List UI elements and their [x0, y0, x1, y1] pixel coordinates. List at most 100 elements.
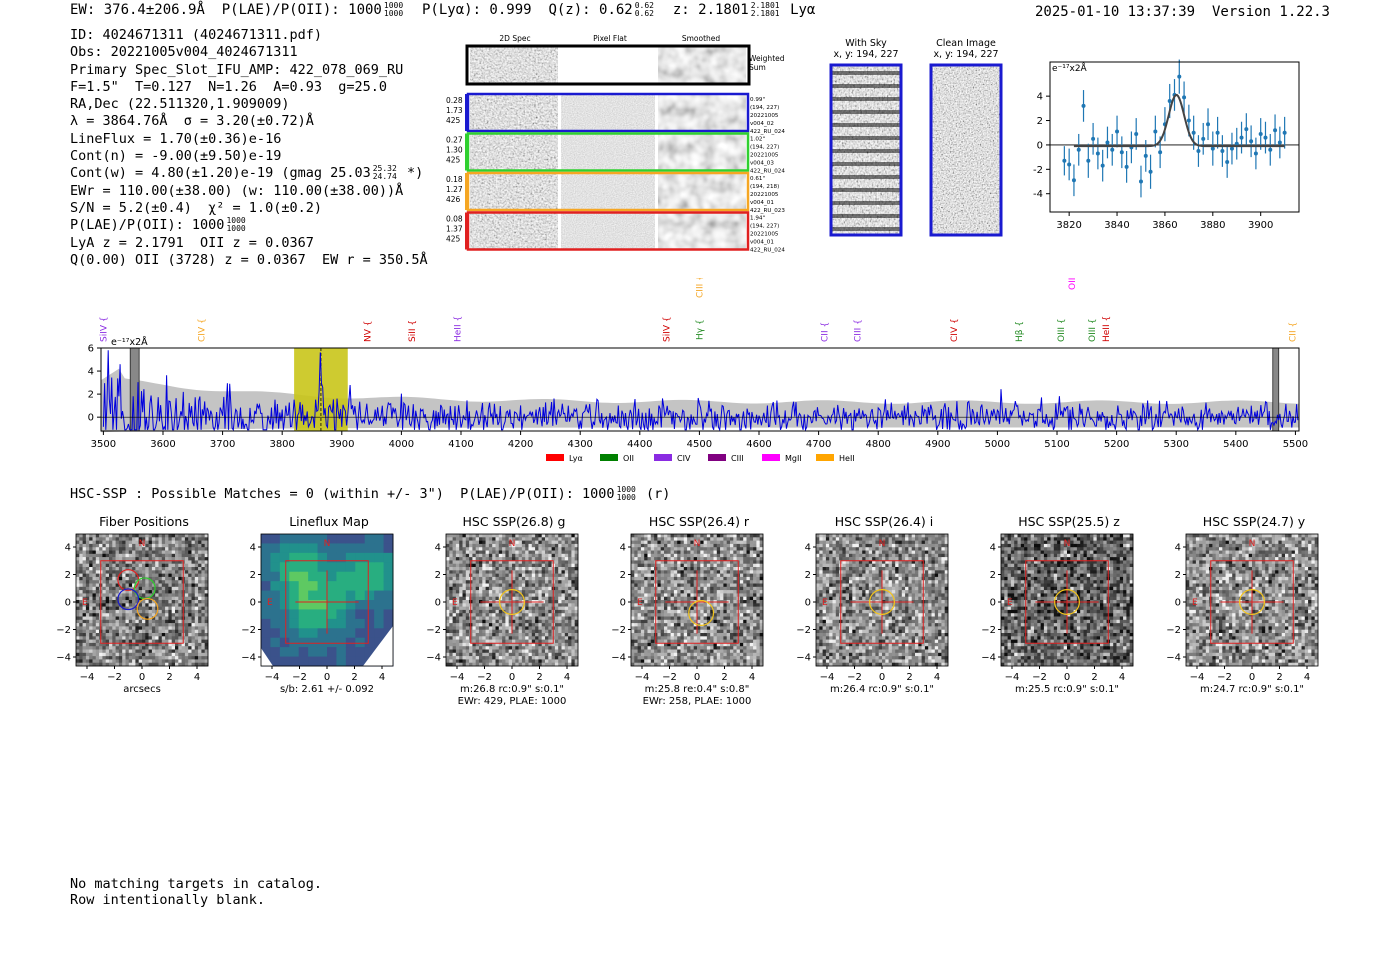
- pixel: [175, 553, 179, 558]
- pixel: [109, 652, 113, 657]
- pixel: [455, 596, 460, 601]
- pixel: [102, 639, 106, 644]
- pixel: [158, 619, 163, 624]
- pixel: [545, 596, 549, 601]
- sky-stripe: [831, 149, 901, 153]
- pixel: [700, 593, 704, 597]
- pixel: [178, 659, 182, 663]
- pixel: [459, 534, 463, 538]
- flux-cell: [298, 618, 309, 629]
- x-tick-label: 3700: [210, 439, 235, 450]
- pixel: [178, 543, 182, 548]
- pixel: [518, 543, 523, 548]
- pixel: [79, 600, 83, 604]
- pixel: [132, 656, 136, 660]
- pixel: [105, 623, 110, 627]
- pixel: [105, 652, 110, 657]
- pixel: [558, 603, 562, 607]
- pixel: [118, 567, 123, 571]
- pixel: [568, 596, 572, 601]
- pixel: [198, 662, 202, 667]
- pixel: [564, 649, 569, 654]
- pixel: [89, 642, 93, 647]
- x-tick-label: 4: [194, 672, 200, 683]
- flux-cell: [345, 647, 356, 658]
- pixel: [462, 642, 467, 647]
- pixel: [495, 603, 500, 607]
- pixel: [528, 596, 533, 601]
- pixel: [697, 633, 701, 637]
- pixel: [479, 586, 483, 591]
- pixel: [465, 606, 470, 611]
- pixel: [178, 593, 182, 597]
- pixel: [178, 639, 182, 644]
- pixel: [188, 616, 192, 621]
- pixel: [188, 606, 192, 611]
- pixel: [85, 619, 90, 624]
- emission-line-label: Hβ {: [1015, 321, 1025, 342]
- pixel: [485, 662, 490, 667]
- pixel: [720, 534, 724, 538]
- pixel: [112, 629, 116, 634]
- pixel: [145, 619, 149, 624]
- pixel: [135, 553, 139, 558]
- pixel: [690, 540, 694, 545]
- pixel: [720, 570, 724, 574]
- pixel: [554, 567, 559, 571]
- pixel: [518, 649, 523, 654]
- pixel: [184, 639, 189, 644]
- pixel: [112, 613, 116, 617]
- pixel: [558, 652, 562, 657]
- pixel: [538, 573, 542, 578]
- pixel: [650, 557, 655, 561]
- pixel: [687, 619, 691, 624]
- pixel: [647, 586, 652, 591]
- pixel: [109, 656, 113, 660]
- pixel: [184, 543, 189, 548]
- pixel: [142, 603, 146, 607]
- pixel: [706, 646, 711, 650]
- cutout-flat: [561, 94, 655, 131]
- pixel: [198, 580, 202, 584]
- pixel: [492, 563, 496, 568]
- pixel: [79, 626, 83, 630]
- pixel: [188, 583, 192, 588]
- pixel: [194, 606, 199, 611]
- pixel: [495, 626, 500, 630]
- pixel: [647, 540, 652, 545]
- pixel: [700, 639, 704, 644]
- pixel: [502, 649, 506, 654]
- pixel: [85, 636, 90, 640]
- pixel: [564, 652, 569, 657]
- pixel: [155, 567, 159, 571]
- pixel: [148, 656, 153, 660]
- pixel: [479, 590, 483, 594]
- x-tick-label: −4: [450, 672, 465, 683]
- pixel: [518, 619, 523, 624]
- pixel: [188, 619, 192, 624]
- pixel: [697, 563, 701, 568]
- pixel: [538, 603, 542, 607]
- data-point: [1182, 81, 1187, 114]
- pixel: [710, 593, 714, 597]
- pixel: [132, 593, 136, 597]
- pixel: [128, 636, 133, 640]
- pixel: [488, 593, 493, 597]
- pixel: [449, 580, 453, 584]
- pixel: [85, 613, 90, 617]
- pixel: [109, 553, 113, 558]
- pixel: [693, 616, 698, 621]
- pixel: [122, 583, 126, 588]
- pixel: [667, 563, 671, 568]
- pixel: [525, 563, 529, 568]
- pixel: [165, 613, 169, 617]
- cutout-left-value: 0.28: [446, 96, 463, 105]
- pixel: [551, 547, 556, 551]
- pixel: [171, 646, 176, 650]
- pixel: [201, 606, 205, 611]
- pixel: [505, 557, 509, 561]
- pixel: [574, 662, 579, 667]
- pixel: [485, 649, 490, 654]
- pixel: [171, 633, 176, 637]
- pixel: [168, 652, 172, 657]
